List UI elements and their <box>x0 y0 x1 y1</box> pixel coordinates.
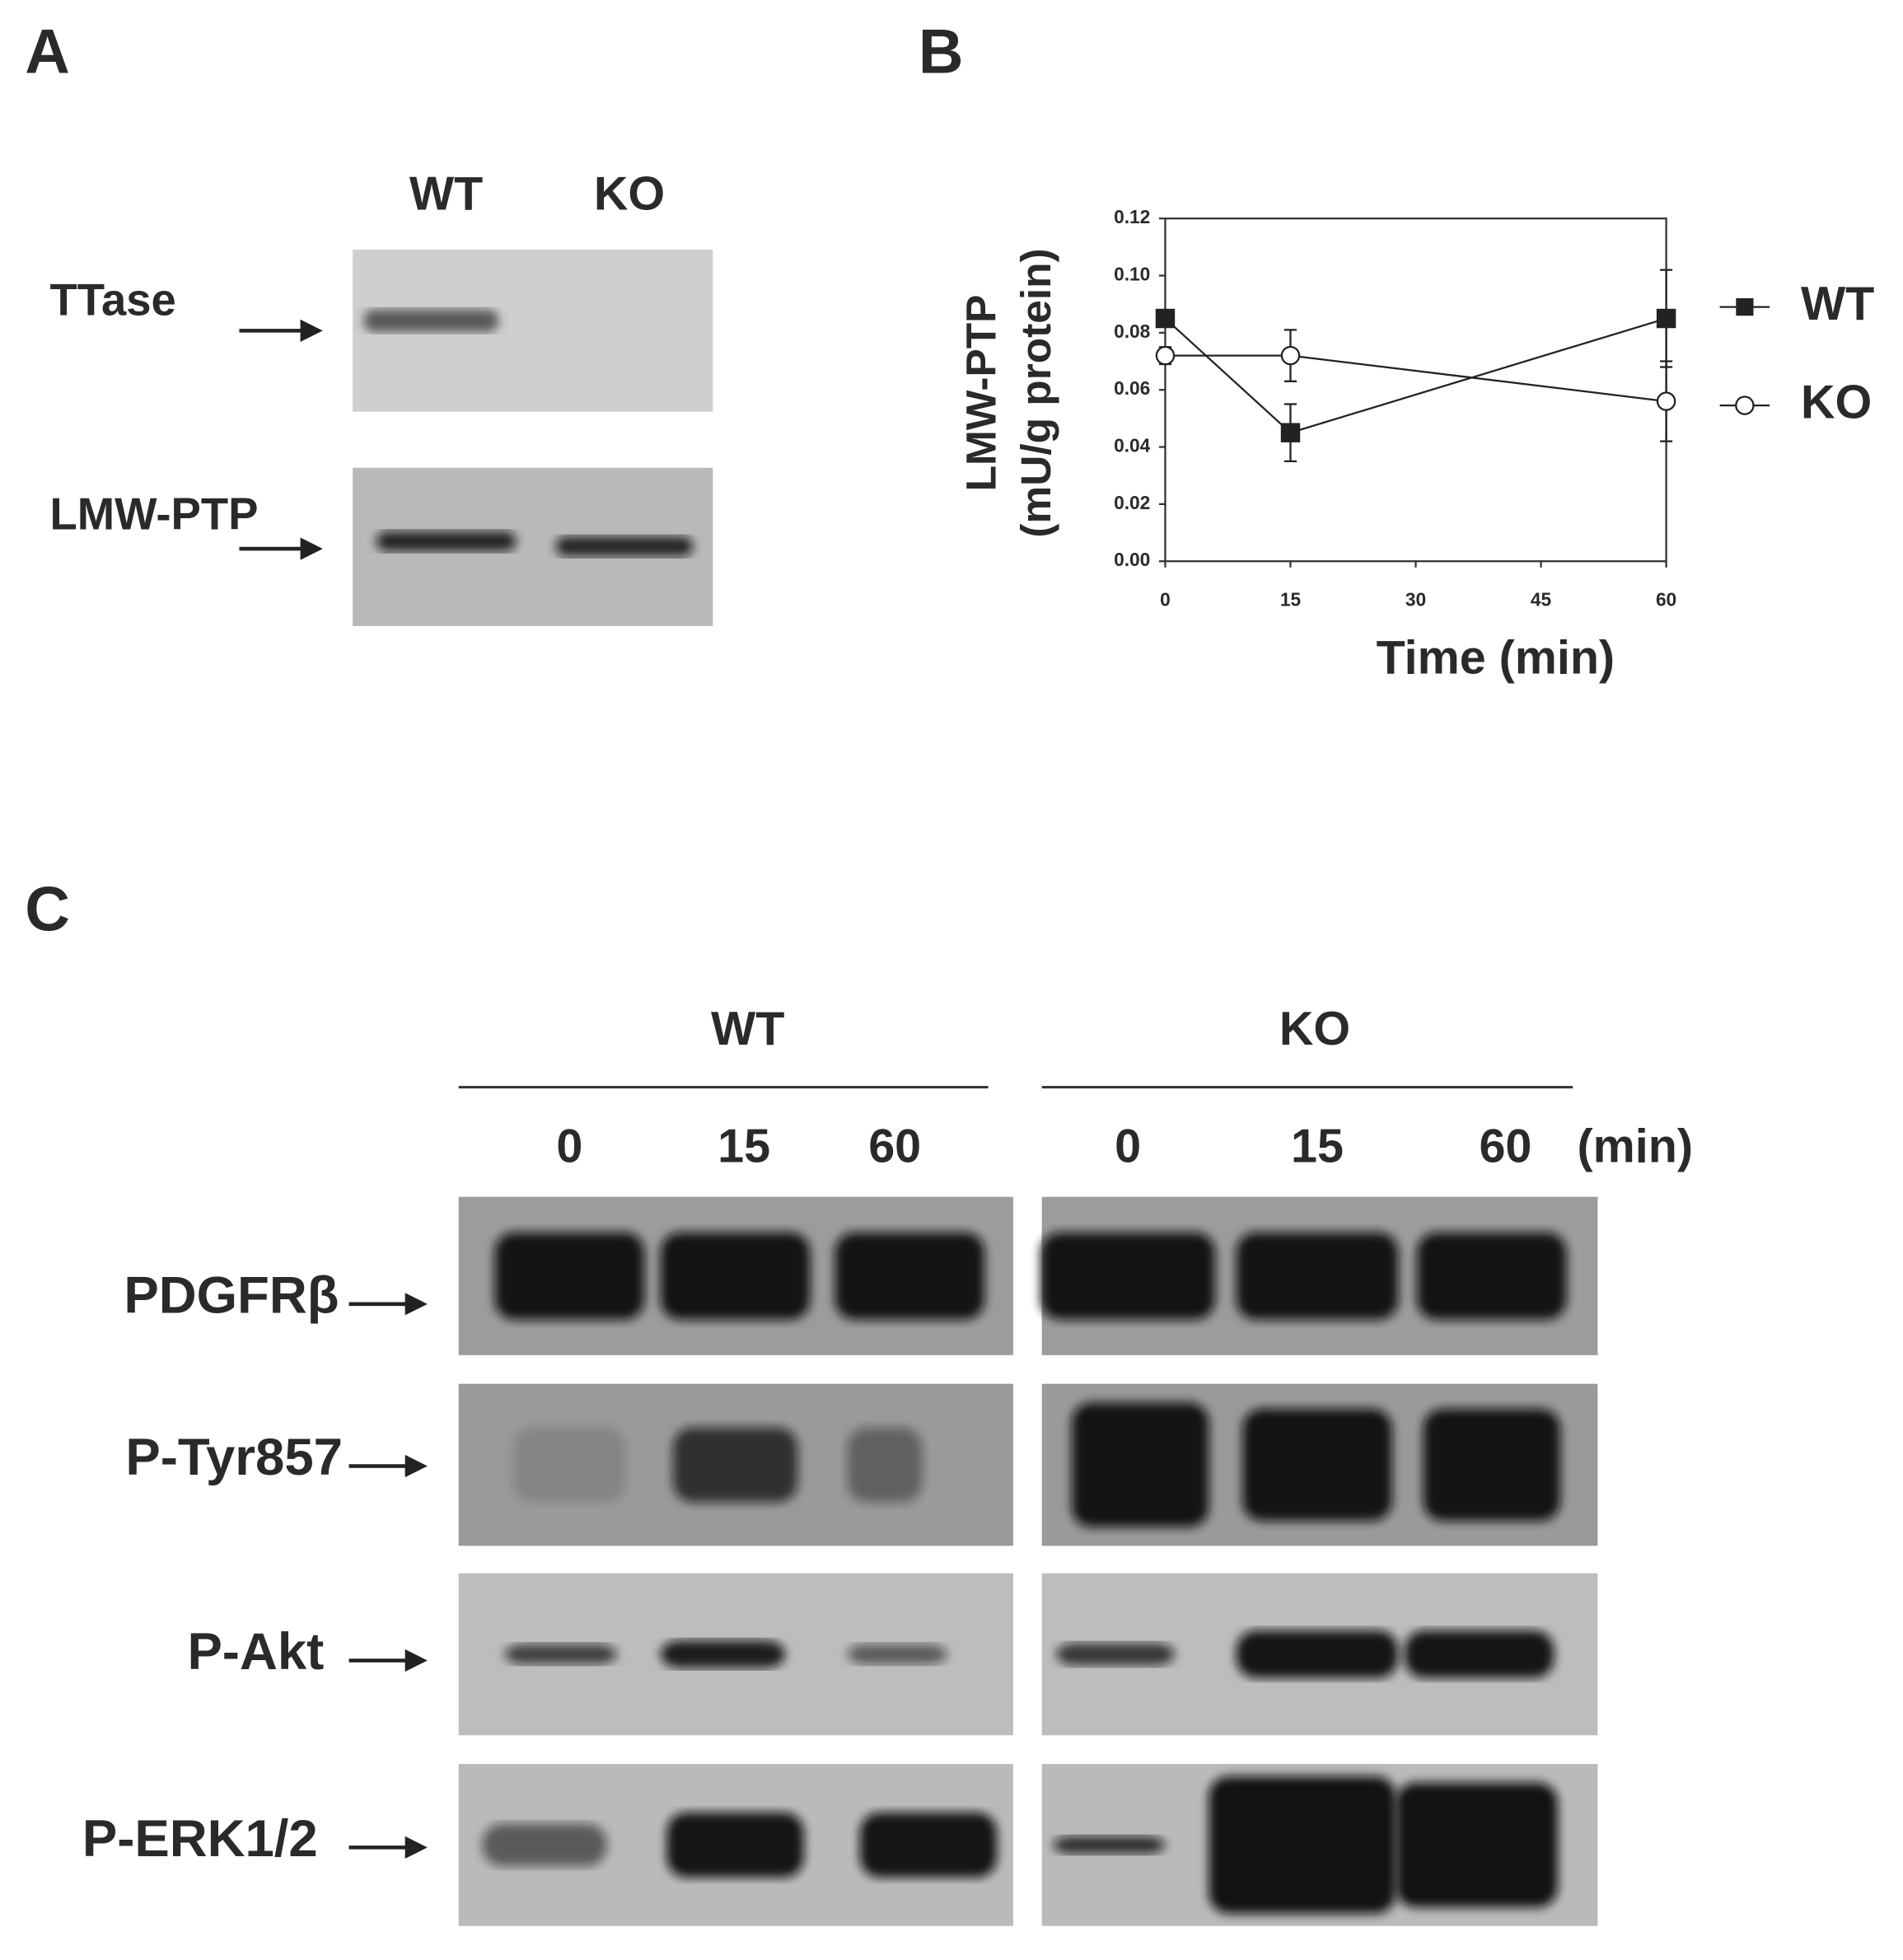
legend-label: WT <box>1801 278 1874 330</box>
x-tick-label: 60 <box>1656 589 1676 610</box>
band <box>1242 1408 1392 1522</box>
band <box>1236 1630 1399 1678</box>
band <box>660 1640 786 1668</box>
legend-marker <box>1735 395 1755 415</box>
lane-label: WT <box>409 168 483 221</box>
band <box>666 1813 804 1878</box>
band <box>363 309 499 332</box>
blot-label: P-Tyr857 <box>125 1428 343 1486</box>
blot-label: P-ERK1/2 <box>82 1809 318 1868</box>
lane-label: KO <box>594 168 665 221</box>
x-tick-label: 30 <box>1405 589 1426 610</box>
band <box>660 1232 811 1320</box>
time-label: 0 <box>1115 1120 1141 1172</box>
band <box>555 536 694 557</box>
group-label: KO <box>1279 1003 1350 1055</box>
band <box>513 1427 626 1503</box>
x-tick-label: 15 <box>1280 589 1301 610</box>
band <box>1209 1776 1396 1914</box>
time-label: 15 <box>718 1120 770 1172</box>
series-line <box>1164 317 1667 434</box>
legend-label: KO <box>1801 376 1872 428</box>
band <box>847 1427 923 1503</box>
marker <box>1656 308 1676 329</box>
y-axis-label: (mU/g protein) <box>1012 248 1059 537</box>
blot-group: PDGFRβ P-Tyr857 P-Akt P-ERK1/2 <box>82 1196 1598 1926</box>
y-tick-label: 0.12 <box>1114 206 1150 227</box>
y-axis-label: LMW-PTP <box>957 295 1005 492</box>
band <box>672 1427 798 1503</box>
time-label: 0 <box>556 1120 582 1172</box>
marker <box>1280 423 1301 442</box>
marker <box>1280 345 1301 366</box>
plot-frame <box>1164 218 1667 563</box>
panel-label: B <box>919 18 964 87</box>
blot-label: TTase <box>50 274 176 325</box>
y-tick-label: 0.08 <box>1114 320 1150 342</box>
x-tick-label: 45 <box>1531 589 1551 610</box>
band <box>1040 1232 1215 1320</box>
band <box>1404 1630 1555 1678</box>
group-label: WT <box>711 1003 784 1055</box>
panel-label: C <box>25 875 70 944</box>
y-tick-label: 0.02 <box>1114 492 1150 513</box>
band <box>1236 1232 1399 1320</box>
band <box>504 1644 617 1665</box>
band <box>1423 1408 1560 1522</box>
blot-label: LMW-PTP <box>50 489 259 540</box>
band <box>1056 1643 1175 1666</box>
x-axis-label: Time (min) <box>1377 631 1615 684</box>
band <box>1396 1782 1558 1908</box>
marker <box>1155 308 1176 329</box>
blot-label: PDGFRβ <box>124 1266 339 1325</box>
time-label: 60 <box>868 1120 921 1172</box>
panel-label: A <box>25 18 70 87</box>
time-label: 15 <box>1291 1120 1344 1172</box>
y-tick-label: 0.04 <box>1114 435 1151 456</box>
band <box>1417 1232 1567 1320</box>
x-tick-label: 0 <box>1160 589 1171 610</box>
y-tick-label: 0.00 <box>1114 549 1150 570</box>
band <box>859 1813 998 1878</box>
band <box>1071 1402 1209 1527</box>
band <box>835 1232 985 1320</box>
blot-label: P-Akt <box>187 1622 324 1681</box>
legend-marker <box>1736 298 1754 316</box>
band <box>847 1644 947 1665</box>
time-label: 60 <box>1479 1120 1531 1172</box>
band <box>1053 1836 1166 1854</box>
y-tick-label: 0.06 <box>1114 377 1150 399</box>
marker <box>1656 391 1676 411</box>
marker <box>1155 345 1176 366</box>
unit-label: (min) <box>1578 1120 1693 1172</box>
band <box>376 531 517 552</box>
band <box>494 1232 645 1320</box>
y-tick-label: 0.10 <box>1114 264 1150 285</box>
band <box>482 1823 607 1867</box>
